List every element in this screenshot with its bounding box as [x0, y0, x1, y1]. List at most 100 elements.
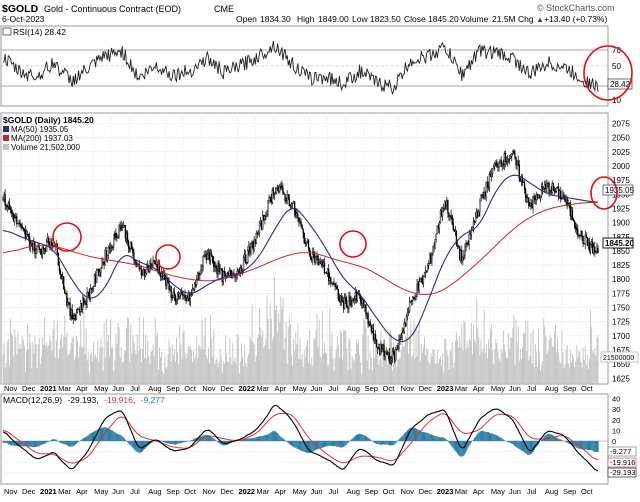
price-candle-body [326, 273, 327, 274]
volume-bar [428, 362, 429, 384]
volume-bar [376, 348, 377, 384]
macd-histogram-bar [12, 441, 13, 445]
price-candle-body [538, 195, 539, 198]
price-tick-label: 1900 [612, 219, 630, 228]
macd-histogram-bar [76, 441, 77, 444]
price-candle-body [209, 253, 210, 260]
volume-bar [259, 308, 260, 384]
volume-bar [235, 358, 236, 384]
price-candle-body [571, 210, 572, 216]
price-candle-body [377, 347, 378, 349]
volume-bar [455, 341, 456, 384]
price-candle-body [252, 242, 253, 243]
price-candle-body [211, 254, 212, 257]
macd-histogram-bar [130, 441, 131, 445]
price-candle-body [298, 218, 299, 222]
price-candle-body [320, 262, 321, 264]
macd-histogram-bar [259, 436, 260, 441]
macd-histogram-bar [403, 435, 404, 441]
volume-bar [212, 357, 213, 384]
volume-bar [241, 343, 242, 384]
volume-bar [386, 353, 387, 384]
macd-histogram-bar [530, 441, 531, 454]
volume-bar [521, 359, 522, 384]
macd-legend-macd: -29.193 [67, 395, 96, 405]
macd-histogram-bar [112, 431, 113, 441]
macd-histogram-bar [511, 441, 512, 444]
volume-bar [224, 364, 225, 384]
ma50-value-tag-text: 1935.05 [605, 186, 634, 195]
macd-histogram-bar [439, 437, 440, 441]
price-candle-body [409, 302, 410, 312]
volume-bar [36, 344, 37, 384]
volume-bar [59, 350, 60, 384]
price-candle-body [328, 269, 329, 281]
price-candle-body [524, 182, 525, 190]
volume-bar [159, 348, 160, 384]
volume-bar [188, 346, 189, 384]
volume-bar [413, 321, 414, 384]
volume-bar [302, 354, 303, 384]
macd-legend-signal: -19.916 [104, 395, 133, 405]
x-axis-label: Mar [58, 384, 71, 393]
volume-bar [473, 325, 474, 384]
volume-bar [453, 368, 454, 384]
macd-histogram-bar [90, 434, 91, 441]
volume-bar [362, 334, 363, 384]
price-candle-body [181, 292, 182, 293]
macd-histogram-bar [376, 441, 377, 444]
volume-bar [363, 318, 364, 384]
volume-bar [184, 330, 185, 384]
price-candle-body [535, 199, 536, 200]
volume-bar [295, 332, 296, 384]
price-candle-body [24, 229, 25, 230]
price-candle-body [198, 273, 199, 275]
volume-bar [18, 332, 19, 384]
price-candle-body [194, 284, 195, 289]
volume-bar [190, 345, 191, 384]
volume-bar [425, 355, 426, 384]
price-candle-body [170, 287, 171, 290]
price-candle-body [258, 233, 259, 234]
price-candle-body [418, 285, 419, 291]
volume-bar [66, 332, 67, 384]
volume-bar [360, 362, 361, 384]
price-candle-body [555, 191, 556, 192]
price-candle-body [491, 174, 492, 177]
macd-histogram-bar [285, 440, 286, 441]
macd-histogram-bar [336, 441, 337, 446]
x-axis-label: May [491, 487, 505, 496]
price-candle-body [178, 294, 179, 296]
volume-bar [110, 319, 111, 384]
macd-histogram-bar [8, 441, 9, 444]
price-candle-body [561, 198, 562, 199]
volume-bar [426, 348, 427, 384]
price-candle-body [76, 312, 77, 319]
macd-histogram-bar [55, 439, 56, 441]
macd-histogram-bar [368, 438, 369, 441]
macd-histogram-bar [288, 441, 289, 443]
volume-bar [321, 358, 322, 384]
macd-histogram-bar [394, 441, 395, 444]
macd-histogram-bar [291, 441, 292, 445]
macd-histogram-bar [81, 440, 82, 441]
volume-bar [494, 349, 495, 384]
price-candle-body [572, 210, 573, 220]
macd-histogram-bar [471, 441, 472, 443]
price-candle-body [206, 255, 207, 260]
volume-bar [287, 364, 288, 384]
macd-histogram-bar [486, 432, 487, 441]
volume-bar [483, 348, 484, 384]
volume-bar [331, 332, 332, 384]
volume-bar [29, 334, 30, 384]
volume-bar [429, 365, 430, 384]
macd-histogram-bar [284, 439, 285, 441]
price-candle-body [27, 234, 28, 235]
macd-histogram-bar [492, 434, 493, 441]
volume-bar [419, 321, 420, 384]
price-candle-body [584, 244, 585, 245]
volume-bar [238, 337, 239, 384]
price-candle-body [277, 187, 278, 188]
volume-bar [501, 349, 502, 384]
macd-histogram-bar [490, 433, 491, 441]
